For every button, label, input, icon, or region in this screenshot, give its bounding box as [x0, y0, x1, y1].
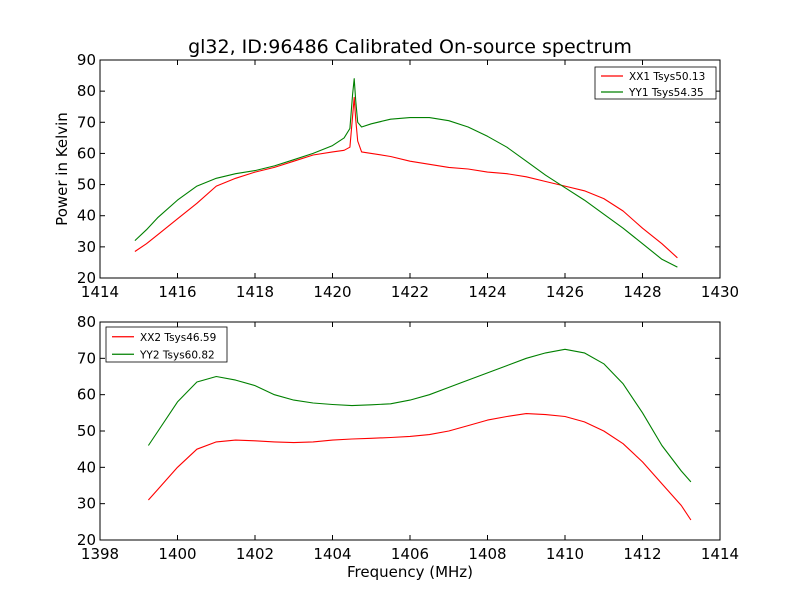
y-tick-label: 80 — [77, 313, 96, 331]
x-tick-label: 1414 — [81, 283, 119, 301]
y-tick-label: 60 — [77, 386, 96, 404]
y-tick-label: 60 — [77, 144, 96, 162]
x-tick-label: 1422 — [391, 283, 429, 301]
legend: XX1 Tsys50.13 YY1 Tsys54.35 — [594, 66, 717, 100]
y-tick-label: 40 — [77, 458, 96, 476]
top-spectrum-chart: 1414 1416 1418 1420 1422 1424 1426 1428 1430 20 30… — [53, 51, 739, 301]
x-tick-label: 1400 — [158, 545, 196, 563]
y-tick-label: 50 — [77, 176, 96, 194]
x-tick-label: 1424 — [468, 283, 506, 301]
y-tick-label: 40 — [77, 207, 96, 225]
x-tick-label: 1404 — [313, 545, 351, 563]
y-tick-label: 70 — [77, 113, 96, 131]
y-tick-label: 70 — [77, 349, 96, 367]
y-tick-label: 30 — [77, 238, 96, 256]
x-axis-label: Frequency (MHz) — [347, 563, 473, 581]
x-tick-label: 1398 — [81, 545, 119, 563]
legend-label: XX1 Tsys50.13 — [629, 71, 705, 83]
series-line-xx2 — [147, 413, 692, 521]
y-tick-label: 20 — [77, 531, 96, 549]
x-tick-label: 1428 — [623, 283, 661, 301]
x-tick-label: 1410 — [546, 545, 584, 563]
series-line-yy1 — [134, 78, 678, 268]
legend-label: XX2 Tsys46.59 — [140, 332, 216, 344]
x-tick-label: 1430 — [701, 283, 739, 301]
y-tick-label: 30 — [77, 495, 96, 513]
x-tick-label: 1402 — [236, 545, 274, 563]
legend-box — [105, 326, 228, 363]
x-tick-label: 1426 — [546, 283, 584, 301]
x-tick-label: 1412 — [623, 545, 661, 563]
y-tick-label: 20 — [77, 269, 96, 287]
x-tick-label: 1420 — [313, 283, 351, 301]
bottom-spectrum-chart: 1398 1400 1402 1404 1406 1408 1410 1412 1414 20 30… — [77, 313, 739, 581]
x-tick-label: 1414 — [701, 545, 739, 563]
x-tick-label: 1416 — [158, 283, 196, 301]
y-tick-label: 80 — [77, 82, 96, 100]
legend-label: YY1 Tsys54.35 — [628, 87, 704, 99]
x-tick-label: 1408 — [468, 545, 506, 563]
x-tick-label: 1406 — [391, 545, 429, 563]
series-line-xx1 — [134, 96, 678, 259]
legend-label: YY2 Tsys60.82 — [139, 349, 215, 361]
y-tick-label: 50 — [77, 422, 96, 440]
legend-box — [594, 66, 717, 100]
legend: XX2 Tsys46.59 YY2 Tsys60.82 — [105, 326, 228, 363]
y-axis-label: Power in Kelvin — [53, 112, 71, 226]
series-line-yy2 — [147, 348, 692, 483]
figure-title: gl32, ID:96486 Calibrated On-source spec… — [188, 36, 632, 58]
x-tick-label: 1418 — [236, 283, 274, 301]
y-tick-label: 90 — [77, 51, 96, 69]
